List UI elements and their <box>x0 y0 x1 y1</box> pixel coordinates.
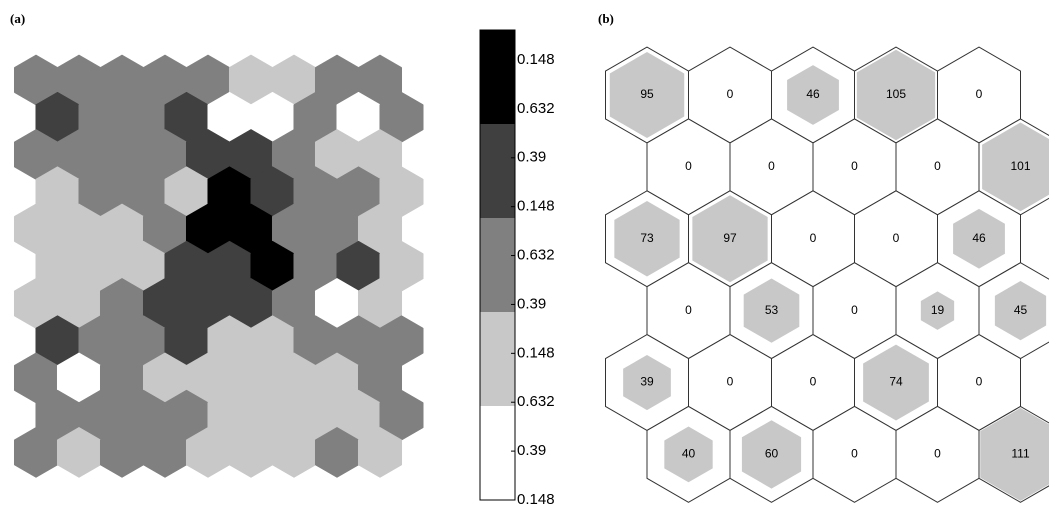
hit-count: 0 <box>810 231 817 245</box>
hit-marker <box>664 426 713 483</box>
hit-count: 45 <box>1014 303 1028 317</box>
hit-count: 40 <box>682 447 696 461</box>
hit-count: 0 <box>768 159 775 173</box>
colorbar-label: 0.39 <box>517 295 546 312</box>
hit-marker <box>741 420 802 489</box>
hit-count: 74 <box>889 375 903 389</box>
hit-count: 46 <box>972 231 986 245</box>
hit-marker <box>980 407 1049 501</box>
hit-count: 53 <box>765 303 779 317</box>
hit-marker <box>692 195 768 283</box>
colorbar-frame <box>479 29 516 501</box>
colorbar-label: 0.148 <box>517 491 555 508</box>
panel-label: (b) <box>598 11 614 26</box>
colorbar-label: 0.39 <box>517 149 546 166</box>
hit-count: 97 <box>723 231 737 245</box>
colorbar-label: 0.39 <box>517 442 546 459</box>
hit-marker <box>614 201 680 277</box>
hit-marker <box>994 281 1047 341</box>
hit-count: 0 <box>893 231 900 245</box>
colorbar-segment <box>480 218 515 312</box>
hit-marker <box>623 354 671 411</box>
hit-marker <box>863 344 929 421</box>
hit-count: 0 <box>976 375 983 389</box>
hit-count: 0 <box>851 447 858 461</box>
colorbar-segment <box>480 312 515 406</box>
u-matrix-cell <box>357 426 403 478</box>
colorbar-label: 0.632 <box>517 393 555 410</box>
colorbar-segment <box>480 124 515 218</box>
hit-count: 46 <box>806 87 820 101</box>
hit-marker <box>609 52 685 138</box>
hit-marker <box>953 208 1005 269</box>
hit-count: 73 <box>640 231 654 245</box>
hit-count: 39 <box>640 375 654 389</box>
hit-count: 60 <box>765 447 779 461</box>
panel-label: (a) <box>10 11 25 26</box>
colorbar-label: 0.148 <box>517 344 555 361</box>
hit-count: 19 <box>931 303 945 317</box>
hit-count: 0 <box>934 447 941 461</box>
hit-count: 0 <box>727 375 734 389</box>
hit-marker <box>982 122 1049 212</box>
hit-count: 0 <box>685 159 692 173</box>
hit-count: 95 <box>640 87 654 101</box>
hit-count: 0 <box>934 159 941 173</box>
hit-marker <box>743 278 800 343</box>
hit-count: 0 <box>727 87 734 101</box>
hit-count: 0 <box>685 303 692 317</box>
hit-count: 0 <box>810 375 817 389</box>
hit-count: 0 <box>976 87 983 101</box>
colorbar-label: 0.148 <box>517 198 555 215</box>
hit-count: 0 <box>851 303 858 317</box>
hit-count: 111 <box>1011 447 1030 461</box>
colorbar-segment <box>480 30 515 124</box>
hit-marker <box>920 291 955 330</box>
colorbar-label: 0.632 <box>517 100 555 117</box>
hit-count: 0 <box>851 159 858 173</box>
colorbar-segment <box>480 406 515 500</box>
hit-count: 101 <box>1010 159 1030 173</box>
colorbar-label: 0.148 <box>517 51 555 68</box>
hit-count: 105 <box>886 87 906 101</box>
colorbar-label: 0.632 <box>517 247 555 264</box>
hit-marker <box>856 49 936 141</box>
hit-marker <box>787 65 839 125</box>
